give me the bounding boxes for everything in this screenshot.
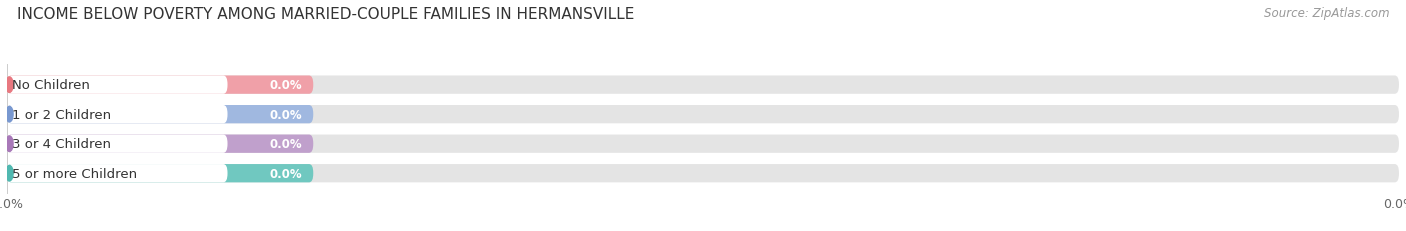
FancyBboxPatch shape: [7, 135, 228, 153]
Text: 0.0%: 0.0%: [270, 167, 302, 180]
FancyBboxPatch shape: [7, 106, 1399, 124]
Text: 3 or 4 Children: 3 or 4 Children: [13, 138, 111, 151]
FancyBboxPatch shape: [7, 76, 1399, 94]
FancyBboxPatch shape: [7, 164, 314, 182]
Circle shape: [6, 78, 13, 93]
Text: 0.0%: 0.0%: [270, 108, 302, 121]
FancyBboxPatch shape: [7, 76, 314, 94]
FancyBboxPatch shape: [7, 106, 314, 124]
Text: 5 or more Children: 5 or more Children: [13, 167, 138, 180]
FancyBboxPatch shape: [7, 106, 228, 124]
Text: 0.0%: 0.0%: [270, 79, 302, 92]
FancyBboxPatch shape: [7, 164, 228, 182]
FancyBboxPatch shape: [7, 76, 228, 94]
Circle shape: [6, 166, 13, 181]
Text: Source: ZipAtlas.com: Source: ZipAtlas.com: [1264, 7, 1389, 20]
Circle shape: [6, 136, 13, 152]
Text: 1 or 2 Children: 1 or 2 Children: [13, 108, 111, 121]
FancyBboxPatch shape: [7, 164, 1399, 182]
FancyBboxPatch shape: [7, 135, 1399, 153]
Circle shape: [6, 107, 13, 122]
Text: No Children: No Children: [13, 79, 90, 92]
Text: 0.0%: 0.0%: [270, 138, 302, 151]
FancyBboxPatch shape: [7, 135, 314, 153]
Text: INCOME BELOW POVERTY AMONG MARRIED-COUPLE FAMILIES IN HERMANSVILLE: INCOME BELOW POVERTY AMONG MARRIED-COUPL…: [17, 7, 634, 22]
